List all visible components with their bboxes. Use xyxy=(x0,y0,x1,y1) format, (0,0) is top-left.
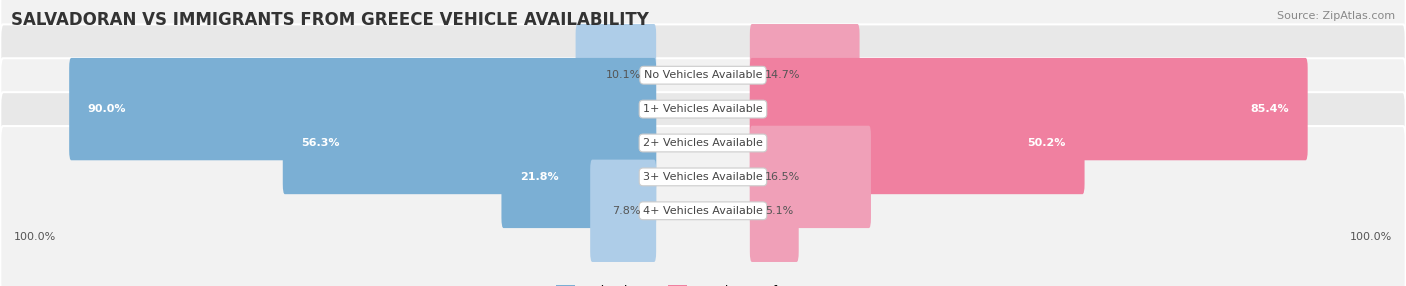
Text: 5.1%: 5.1% xyxy=(765,206,793,216)
Text: No Vehicles Available: No Vehicles Available xyxy=(644,70,762,80)
FancyBboxPatch shape xyxy=(0,24,1406,194)
Text: 21.8%: 21.8% xyxy=(520,172,558,182)
Legend: Salvadoran, Immigrants from Greece: Salvadoran, Immigrants from Greece xyxy=(555,285,851,286)
Text: 50.2%: 50.2% xyxy=(1028,138,1066,148)
FancyBboxPatch shape xyxy=(749,92,1084,194)
FancyBboxPatch shape xyxy=(0,92,1406,262)
Text: 14.7%: 14.7% xyxy=(765,70,800,80)
FancyBboxPatch shape xyxy=(575,24,657,126)
Text: 100.0%: 100.0% xyxy=(14,232,56,242)
FancyBboxPatch shape xyxy=(749,58,1308,160)
Text: 4+ Vehicles Available: 4+ Vehicles Available xyxy=(643,206,763,216)
FancyBboxPatch shape xyxy=(502,126,657,228)
Text: 2+ Vehicles Available: 2+ Vehicles Available xyxy=(643,138,763,148)
Text: 100.0%: 100.0% xyxy=(1350,232,1392,242)
Text: 16.5%: 16.5% xyxy=(765,172,800,182)
Text: 7.8%: 7.8% xyxy=(613,206,641,216)
Text: 85.4%: 85.4% xyxy=(1250,104,1289,114)
FancyBboxPatch shape xyxy=(749,160,799,262)
Text: 90.0%: 90.0% xyxy=(87,104,127,114)
FancyBboxPatch shape xyxy=(283,92,657,194)
FancyBboxPatch shape xyxy=(749,24,859,126)
FancyBboxPatch shape xyxy=(749,126,870,228)
Text: Source: ZipAtlas.com: Source: ZipAtlas.com xyxy=(1277,11,1395,21)
Text: SALVADORAN VS IMMIGRANTS FROM GREECE VEHICLE AVAILABILITY: SALVADORAN VS IMMIGRANTS FROM GREECE VEH… xyxy=(11,11,650,29)
FancyBboxPatch shape xyxy=(591,160,657,262)
FancyBboxPatch shape xyxy=(0,0,1406,160)
Text: 1+ Vehicles Available: 1+ Vehicles Available xyxy=(643,104,763,114)
Text: 56.3%: 56.3% xyxy=(301,138,340,148)
FancyBboxPatch shape xyxy=(0,58,1406,228)
FancyBboxPatch shape xyxy=(69,58,657,160)
Text: 10.1%: 10.1% xyxy=(606,70,641,80)
FancyBboxPatch shape xyxy=(0,126,1406,286)
Text: 3+ Vehicles Available: 3+ Vehicles Available xyxy=(643,172,763,182)
